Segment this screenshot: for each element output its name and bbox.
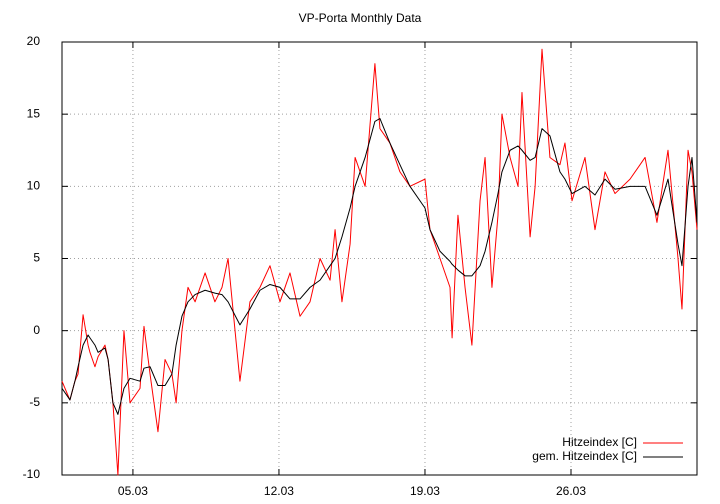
y-tick-label: 20 [27, 34, 41, 48]
x-tick-label: 05.03 [118, 484, 148, 498]
y-tick-label: 5 [33, 251, 40, 265]
data-line [61, 118, 698, 415]
y-tick-label: -5 [29, 395, 40, 409]
x-tick-label: 26.03 [556, 484, 586, 498]
legend-label: gem. Hitzeindex [C] [532, 449, 637, 463]
legend-label: Hitzeindex [C] [562, 435, 637, 449]
y-tick-label: 15 [27, 106, 41, 120]
y-tick-label: 10 [27, 179, 41, 193]
data-line [61, 48, 698, 476]
x-tick-label: 12.03 [264, 484, 294, 498]
chart-title: VP-Porta Monthly Data [299, 11, 422, 25]
y-tick-label: 0 [33, 323, 40, 337]
x-tick-label: 19.03 [410, 484, 440, 498]
y-tick-label: -10 [23, 467, 41, 481]
plot-frame [61, 41, 698, 476]
